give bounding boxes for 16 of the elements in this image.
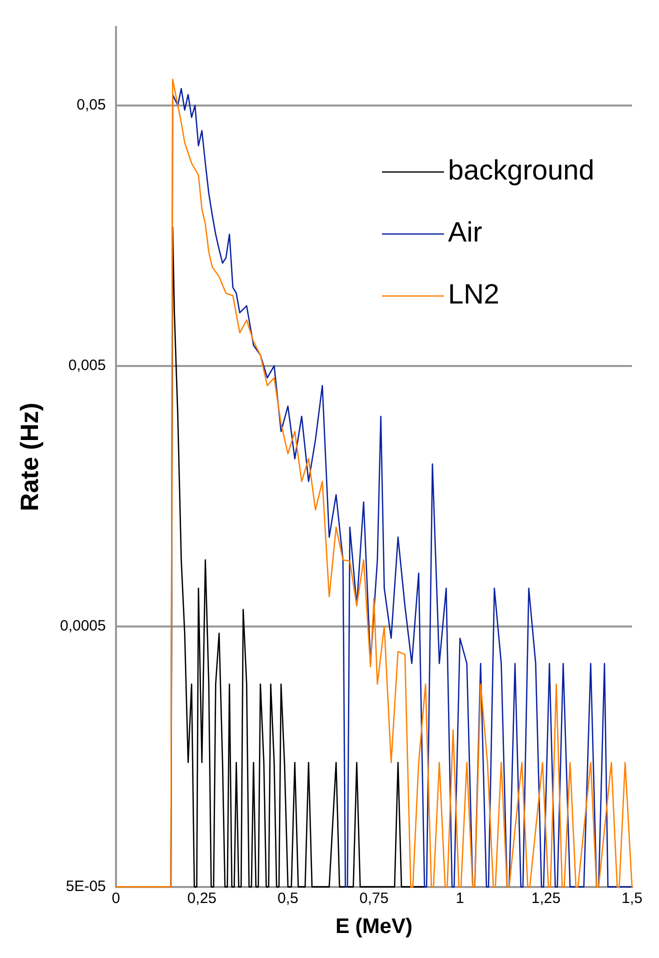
x-tick-label: 1,25 — [531, 890, 561, 907]
x-tick-label: 0 — [112, 890, 120, 907]
y-axis-title: Rate (Hz) — [16, 402, 44, 512]
x-tick-label: 0,75 — [359, 890, 389, 907]
legend-label: LN2 — [448, 278, 500, 310]
legend-label: background — [448, 154, 594, 186]
x-tick-label: 1 — [456, 890, 464, 907]
y-tick-label: 0,005 — [68, 357, 106, 374]
y-tick-label: 5E-05 — [66, 878, 106, 895]
y-tick-label: 0,0005 — [60, 617, 106, 634]
legend-label: Air — [448, 216, 482, 248]
x-axis-title: E (MeV) — [335, 915, 412, 938]
x-tick-label: 0,25 — [187, 890, 216, 907]
x-tick-label: 1,5 — [622, 890, 642, 907]
x-tick-label: 0,5 — [277, 890, 298, 907]
y-tick-label: 0,05 — [76, 96, 106, 114]
